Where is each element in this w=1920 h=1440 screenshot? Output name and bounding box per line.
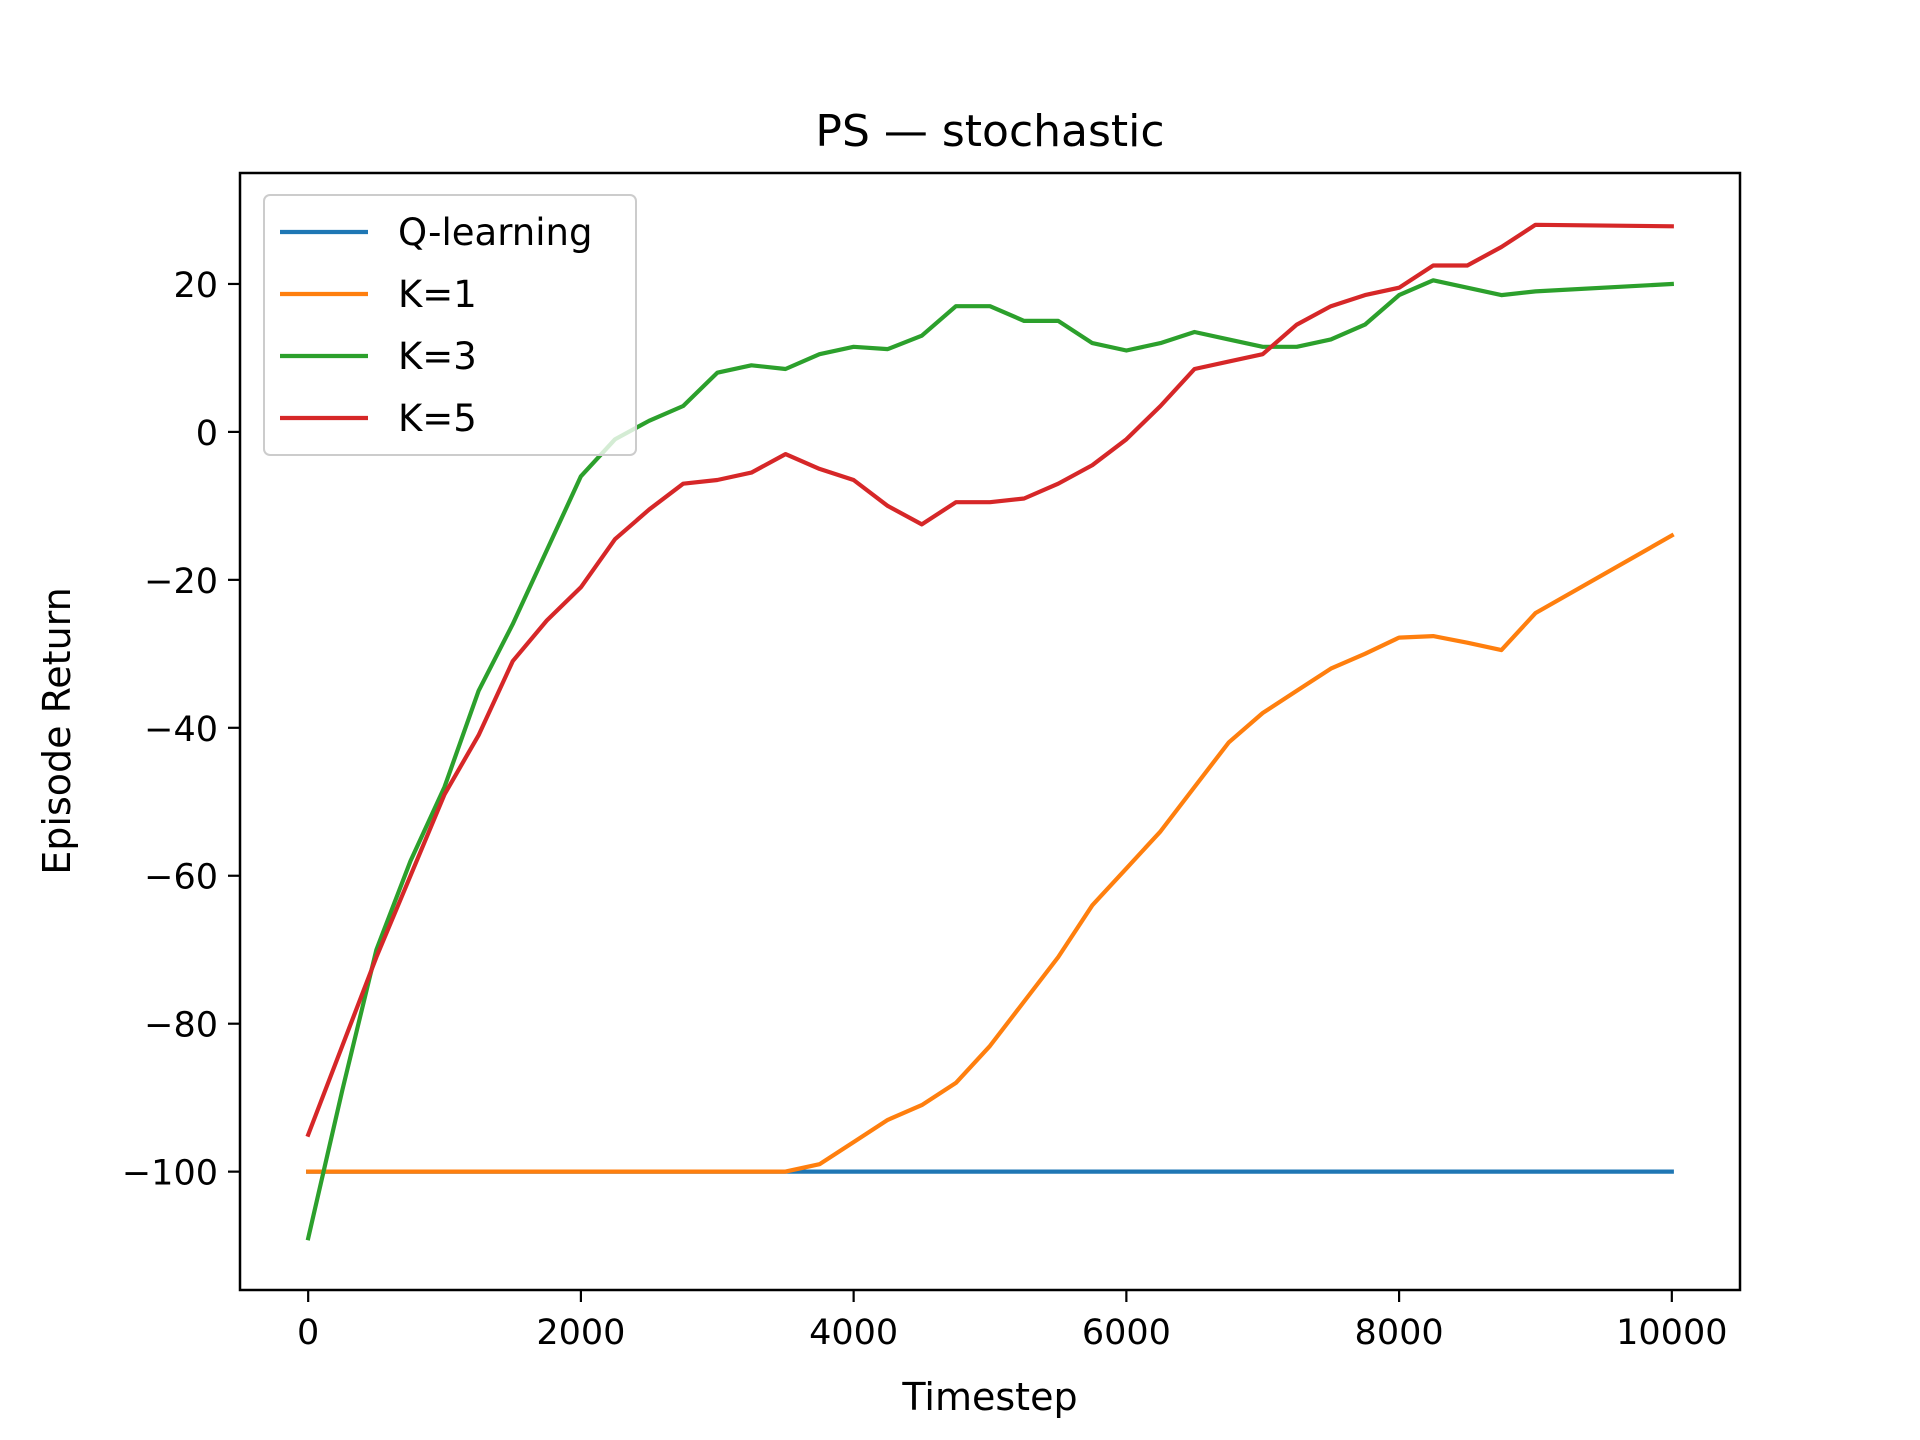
x-tick-label: 6000 [1082, 1313, 1171, 1353]
y-axis-label: Episode Return [35, 587, 79, 874]
plot-area [305, 222, 1675, 1241]
legend: Q-learning K=1 K=3 K=5 [263, 194, 637, 456]
axis-ticks: 0 2000 4000 6000 8000 10000 20 0 −20 −40 −60 −80 −10… [122, 266, 1728, 1353]
legend-label: Q-learning [398, 211, 592, 254]
y-tick-label: 0 [196, 414, 218, 454]
legend-label: K=3 [398, 335, 477, 378]
y-tick-label: −60 [144, 858, 218, 898]
legend-box [263, 194, 637, 456]
y-tick-label: −20 [144, 562, 218, 602]
y-tick-label: −80 [144, 1006, 218, 1046]
y-tick-label: −100 [122, 1154, 218, 1194]
chart-title: PS — stochastic [815, 106, 1164, 157]
x-tick-label: 0 [297, 1313, 319, 1353]
series-line-k-3 [305, 278, 1675, 1241]
x-tick-label: 4000 [809, 1313, 898, 1353]
legend-label: K=5 [398, 397, 477, 440]
x-axis-label: Timestep [901, 1375, 1077, 1419]
axes-frame [238, 171, 1742, 1292]
x-tick-label: 8000 [1355, 1313, 1444, 1353]
legend-label: K=1 [398, 273, 477, 316]
y-tick-label: −40 [144, 710, 218, 750]
x-tick-label: 10000 [1616, 1313, 1727, 1353]
y-tick-label: 20 [173, 266, 218, 306]
series-line-k-5 [305, 222, 1674, 1138]
series-line-k-1 [306, 532, 1675, 1174]
x-tick-label: 2000 [536, 1313, 625, 1353]
